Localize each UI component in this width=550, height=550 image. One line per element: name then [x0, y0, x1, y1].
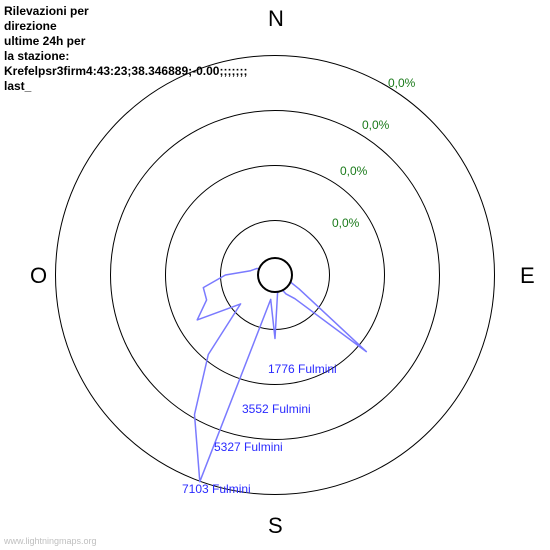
pct-label-1: 0,0% [340, 164, 367, 178]
chart-title: Rilevazioni per direzione ultime 24h per… [4, 4, 247, 94]
compass-n: N [268, 6, 284, 32]
pct-label-3: 0,0% [388, 76, 415, 90]
compass-s: S [268, 513, 283, 539]
fulmini-label-0: 1776 Fulmini [268, 362, 337, 376]
compass-e: E [520, 263, 535, 289]
fulmini-label-2: 5327 Fulmini [214, 440, 283, 454]
center-circle [257, 257, 293, 293]
pct-label-0: 0,0% [332, 216, 359, 230]
fulmini-label-1: 3552 Fulmini [242, 402, 311, 416]
compass-o: O [30, 263, 47, 289]
chart-stage: N E S O 0,0% 0,0% 0,0% 0,0% 1776 Fulmini… [0, 0, 550, 550]
attribution: www.lightningmaps.org [4, 536, 97, 546]
fulmini-label-3: 7103 Fulmini [182, 482, 251, 496]
pct-label-2: 0,0% [362, 118, 389, 132]
